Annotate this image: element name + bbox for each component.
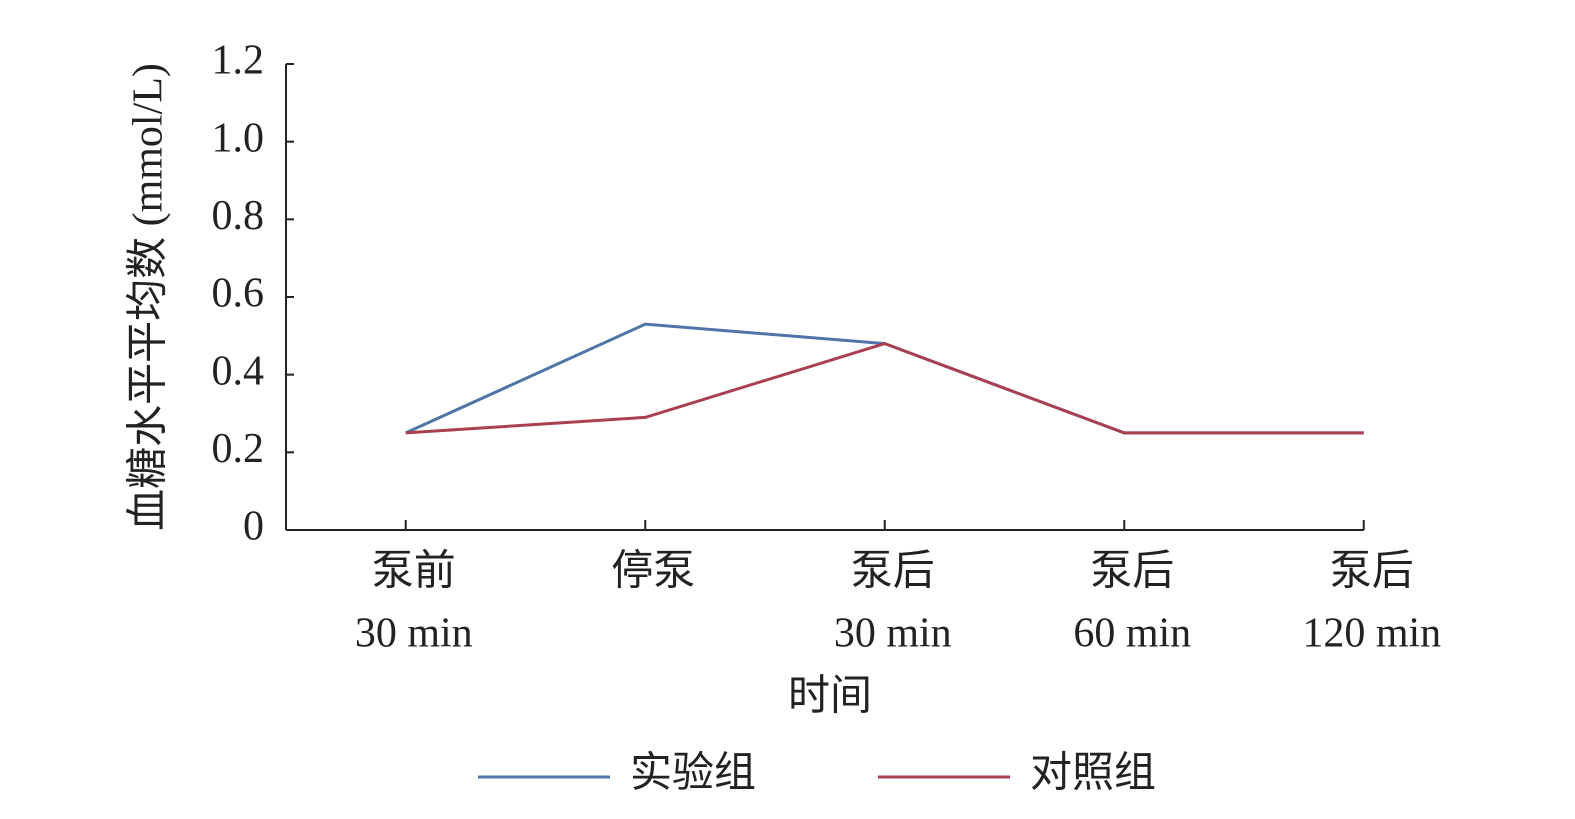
y-tick-label: 0.4: [212, 348, 265, 394]
y-tick-label: 0.8: [212, 193, 265, 239]
series-line: [405, 322, 1364, 435]
y-tick-label: 0.2: [212, 426, 265, 472]
legend-label: 对照组: [1030, 751, 1156, 797]
legend-label: 实验组: [630, 750, 756, 797]
series-line: [405, 342, 1364, 435]
x-tick-label: 30 min: [834, 611, 952, 657]
x-tick-label: 30 min: [355, 611, 473, 657]
x-axis-label: 时间: [788, 674, 872, 720]
x-tick-label: 泵后: [1090, 549, 1174, 595]
y-tick-label: 0: [243, 504, 264, 550]
y-axis-label: 血糖水平平均数 (mmol/L): [126, 63, 172, 531]
x-tick-label: 泵前: [372, 549, 456, 595]
x-tick-label: 60 min: [1073, 611, 1191, 657]
x-tick-label: 泵后: [851, 549, 935, 595]
y-tick-label: 1.0: [212, 115, 265, 161]
x-tick-label: 泵后: [1330, 549, 1414, 595]
y-tick-label: 1.2: [212, 38, 265, 84]
y-tick-label: 0.6: [212, 271, 265, 317]
x-tick-label: 120 min: [1302, 611, 1441, 657]
x-tick-label: 停泵: [611, 548, 695, 595]
